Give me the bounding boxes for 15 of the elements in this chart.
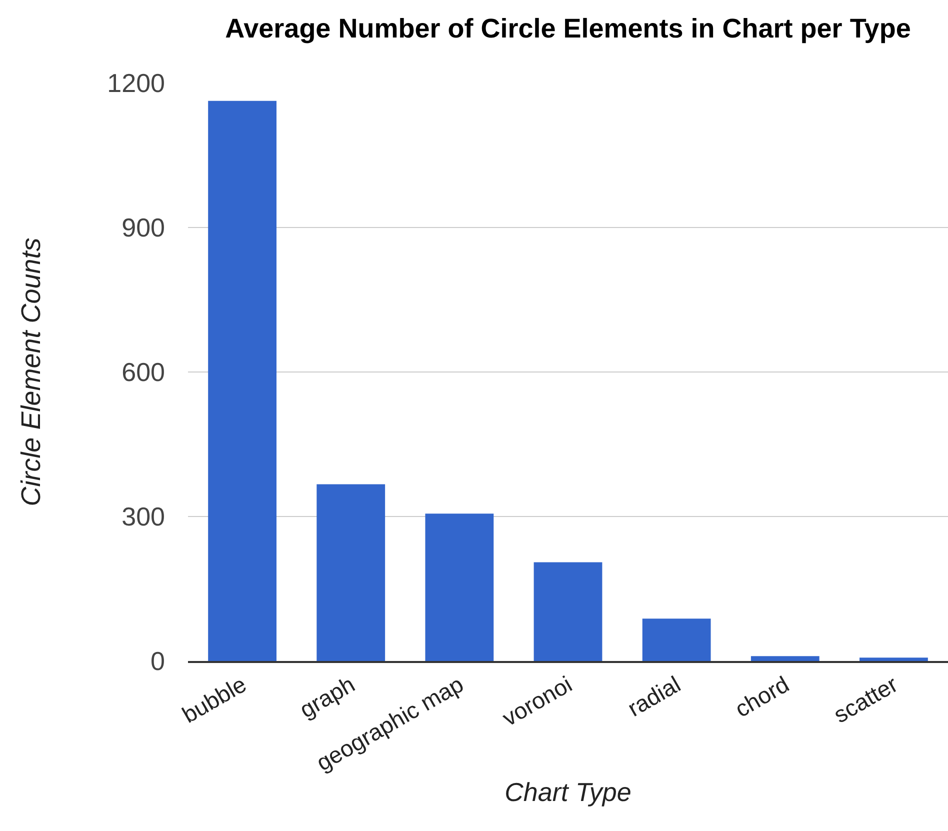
bar — [316, 484, 386, 661]
bar — [208, 100, 276, 661]
x-axis-title: Chart Type — [504, 777, 632, 808]
bar — [425, 514, 494, 661]
y-axis-title: Circle Element Counts — [16, 238, 46, 506]
bar — [860, 658, 928, 661]
y-tick-label: 600 — [122, 357, 165, 388]
chart-title: Average Number of Circle Elements in Chart per Type — [225, 13, 911, 44]
bar — [534, 562, 602, 661]
bar — [750, 656, 820, 661]
bar — [642, 618, 711, 661]
y-tick-label: 0 — [150, 646, 165, 676]
y-tick-label: 900 — [122, 212, 165, 243]
y-tick-label: 1200 — [107, 68, 165, 98]
y-tick-label: 300 — [122, 502, 165, 532]
